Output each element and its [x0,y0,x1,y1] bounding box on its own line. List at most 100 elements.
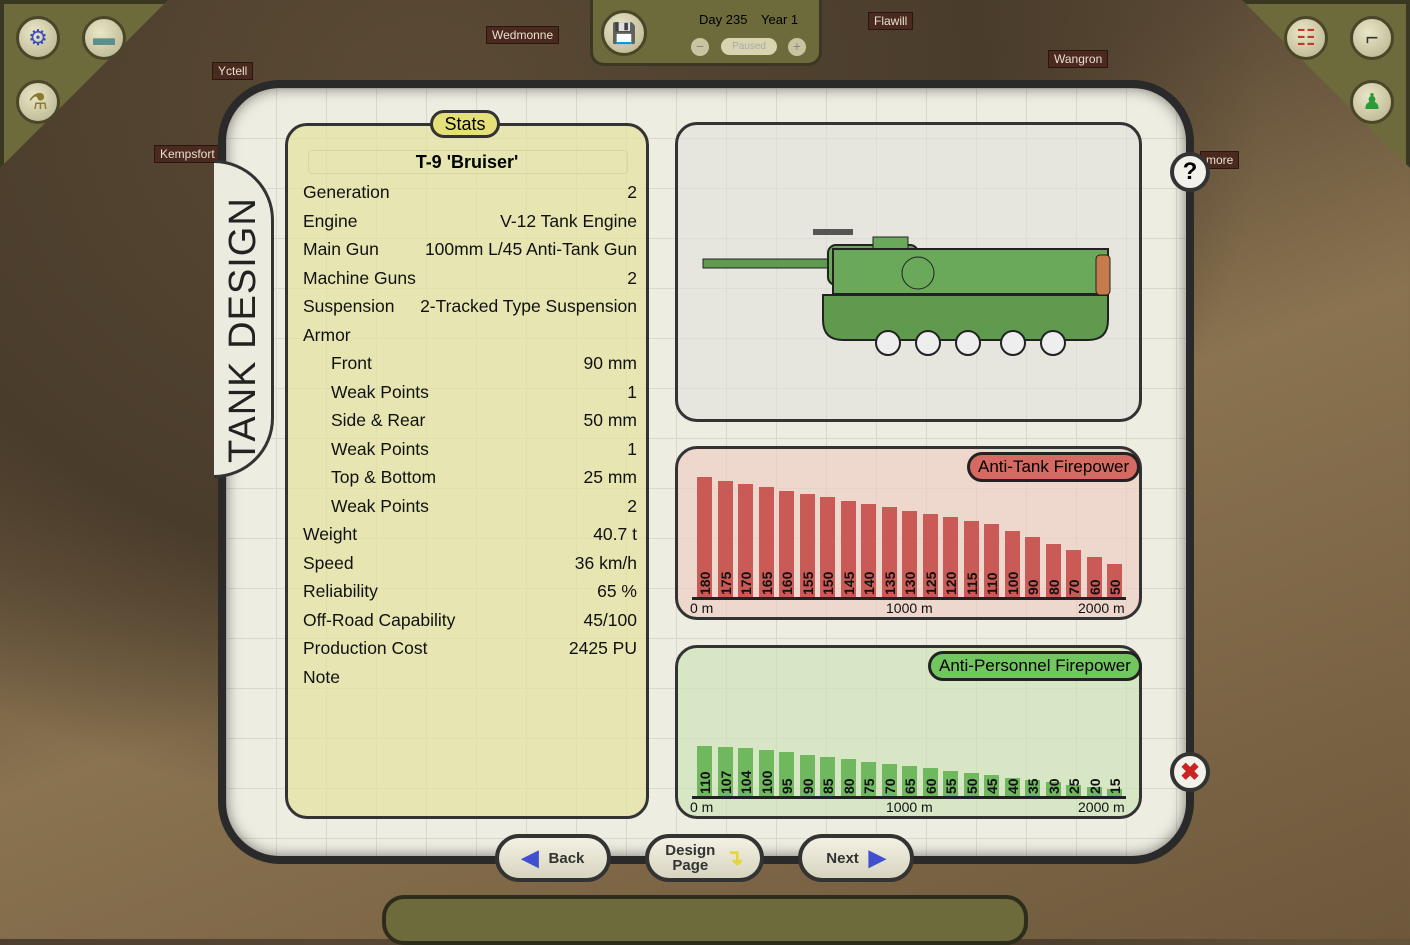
stat-row: Speed 36 km/h [303,553,637,574]
map-town-label[interactable]: Kempsfort [154,145,221,163]
stat-value: 100mm L/45 Anti-Tank Gun [424,239,637,259]
tank-image [702,229,1111,356]
x-tick-label: 0 m [690,799,714,815]
arrow-down-icon: ↴ [725,845,744,870]
stat-value: 45/100 [583,609,637,630]
chart-bar [1045,782,1061,796]
save-button[interactable]: 💾 [601,10,647,56]
chart-bar [1004,530,1020,597]
chart-bar [943,770,958,796]
tank-design-tab: TANK DESIGN [214,160,274,478]
chart-bar [820,757,835,796]
stat-row: Off-Road Capability 45/100 [303,610,637,631]
x-tick-label: 0 m [690,600,714,616]
tank-icon[interactable]: ▬ [82,16,126,60]
stat-value: 2-Tracked Type Suspension [420,296,637,316]
stats-header: Stats [430,110,500,138]
bar-value-label: 160 [779,571,795,595]
chart-bar [861,761,876,796]
chart-bar [984,523,999,597]
stat-label: Main Gun [303,239,379,259]
bar-value-label: 110 [984,572,1000,595]
stat-label: Side & Rear [331,410,426,430]
faster-button[interactable]: + [788,38,806,56]
stats-panel: T-9 'Bruiser' [285,123,649,819]
stat-row: Suspension 2-Tracked Type Suspension [303,296,637,317]
flask-icon[interactable]: ⚗ [16,80,60,124]
stat-value: 40.7 t [593,524,637,544]
stat-row: Main Gun 100mm L/45 Anti-Tank Gun [303,239,637,260]
chart-bar [1107,563,1122,597]
stat-value: 25 mm [583,467,637,487]
bar-value-label: 25 [1066,778,1082,794]
bar-value-label: 95 [779,778,795,794]
stat-row: Weak Points 1 [331,382,637,403]
stat-value: 65 % [597,581,637,601]
x-axis-line [692,597,1126,600]
stat-value: V-12 Tank Engine [500,210,637,231]
x-tick-label: 2000 m [1078,600,1125,616]
next-label: Next [826,849,859,867]
chart-bar [1086,557,1102,597]
chart-bar [902,510,917,597]
map-town-label[interactable]: more [1200,151,1240,169]
stat-value: 1 [627,438,637,459]
bar-value-label: 90 [1025,579,1041,595]
rifle-icon[interactable]: ⌐ [1350,16,1394,60]
stat-label: Note [303,666,340,687]
arrow-right-icon: ▶ [868,845,886,870]
bar-value-label: 45 [984,778,1000,794]
help-button[interactable]: ? [1170,152,1210,192]
bar-value-label: 40 [1004,778,1021,794]
chart-bar [717,480,733,597]
stat-label: Production Cost [303,638,428,658]
org-chart-icon[interactable]: ☷ [1284,16,1328,60]
stat-label: Engine [303,210,358,231]
bar-value-label: 80 [840,778,857,794]
bar-value-label: 100 [1004,571,1021,595]
bar-value-label: 30 [1045,778,1062,794]
stat-row: Production Cost 2425 PU [303,638,637,659]
map-town-label[interactable]: Yctell [212,62,254,80]
anti-personnel-chart-title: Anti-Personnel Firepower [928,651,1142,681]
gear-icon[interactable]: ⚙ [16,16,60,60]
x-tick-label: 1000 m [886,600,933,616]
close-button[interactable]: ✖ [1170,752,1210,792]
bar-value-label: 50 [1107,579,1123,595]
stat-value: 2 [627,267,637,288]
slower-button[interactable]: − [691,38,709,56]
stat-row: Generation 2 [303,182,637,203]
year-label: Year 1 [761,12,799,27]
chart-bar [1066,784,1081,796]
stat-value: 2425 PU [568,638,637,658]
tank-preview [675,122,1142,422]
soldiers-icon[interactable]: ♟ [1350,80,1394,124]
chart-bar [779,752,794,796]
bar-value-label: 50 [963,778,980,794]
chart-bar [697,477,712,597]
design-label: Design [665,842,716,859]
bar-value-label: 60 [1086,579,1103,595]
chart-bar [738,748,753,796]
map-town-label[interactable]: Wedmonne [486,26,560,44]
stat-row: Machine Guns 2 [303,268,637,289]
chart-bar [902,766,917,796]
map-town-label[interactable]: Flawill [868,12,914,30]
map-town-label[interactable]: Wangron [1048,50,1109,68]
stat-label: Machine Guns [303,267,416,288]
chart-bar [779,490,794,597]
bar-value-label: 140 [861,571,877,595]
stat-row: Engine V-12 Tank Engine [303,211,637,232]
design-page-button[interactable]: Design Page ↴ [645,834,764,882]
stat-row: Side & Rear 50 mm [331,410,637,431]
bar-value-label: 70 [881,778,898,794]
chart-bar [881,507,897,597]
stat-value: 1 [627,381,637,402]
back-button[interactable]: ◀ Back [495,834,611,882]
bar-value-label: 170 [738,571,754,595]
next-button[interactable]: Next ▶ [798,834,914,882]
pause-button[interactable]: Paused [721,38,777,55]
stat-label: Reliability [303,581,378,601]
bar-value-label: 100 [758,770,775,794]
stat-row: Weight 40.7 t [303,524,637,545]
